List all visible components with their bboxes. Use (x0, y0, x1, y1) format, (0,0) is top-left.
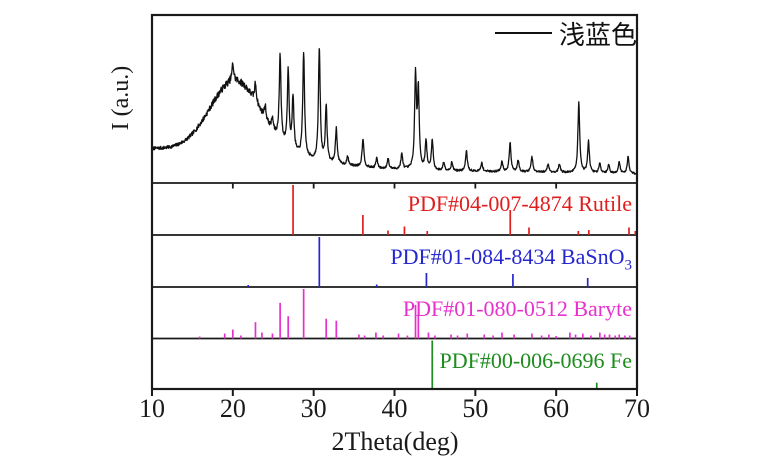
legend-label-sample: 浅蓝色 (559, 20, 638, 50)
panel-label-basno3-sub: 3 (624, 257, 633, 274)
panel-label-basno3: PDF#01-084-8434 BaSnO3 (232, 244, 632, 278)
panel-label-baryte: PDF#01-080-0512 Baryte (232, 296, 632, 330)
panel-label-fe-text: PDF#00-006-0696 Fe (439, 348, 632, 373)
x-tick-label: 40 (381, 394, 408, 423)
legend-line-sample (495, 32, 552, 34)
panel-label-baryte-text: PDF#01-080-0512 Baryte (402, 296, 632, 321)
sample-xrd-curve (151, 48, 638, 175)
panel-label-fe: PDF#00-006-0696 Fe (232, 348, 632, 382)
panel-label-basno3-text: PDF#01-084-8434 BaSnO (390, 244, 625, 269)
x-tick-label: 60 (543, 394, 570, 423)
plot-border (150, 13, 639, 391)
legend: 浅蓝色 (495, 19, 637, 50)
x-tick-label: 10 (139, 394, 165, 423)
panel-label-rutile-text: PDF#04-007-4874 Rutile (407, 191, 632, 216)
panel-label-rutile: PDF#04-007-4874 Rutile (232, 191, 632, 225)
x-axis-label: 2Theta(deg) (331, 427, 459, 456)
x-tick-label: 20 (219, 394, 246, 423)
x-tick-label: 70 (624, 394, 650, 423)
x-tick-label: 50 (462, 394, 489, 423)
x-tick-label: 30 (300, 394, 327, 423)
y-axis-label: I (a.u.) (108, 65, 134, 131)
